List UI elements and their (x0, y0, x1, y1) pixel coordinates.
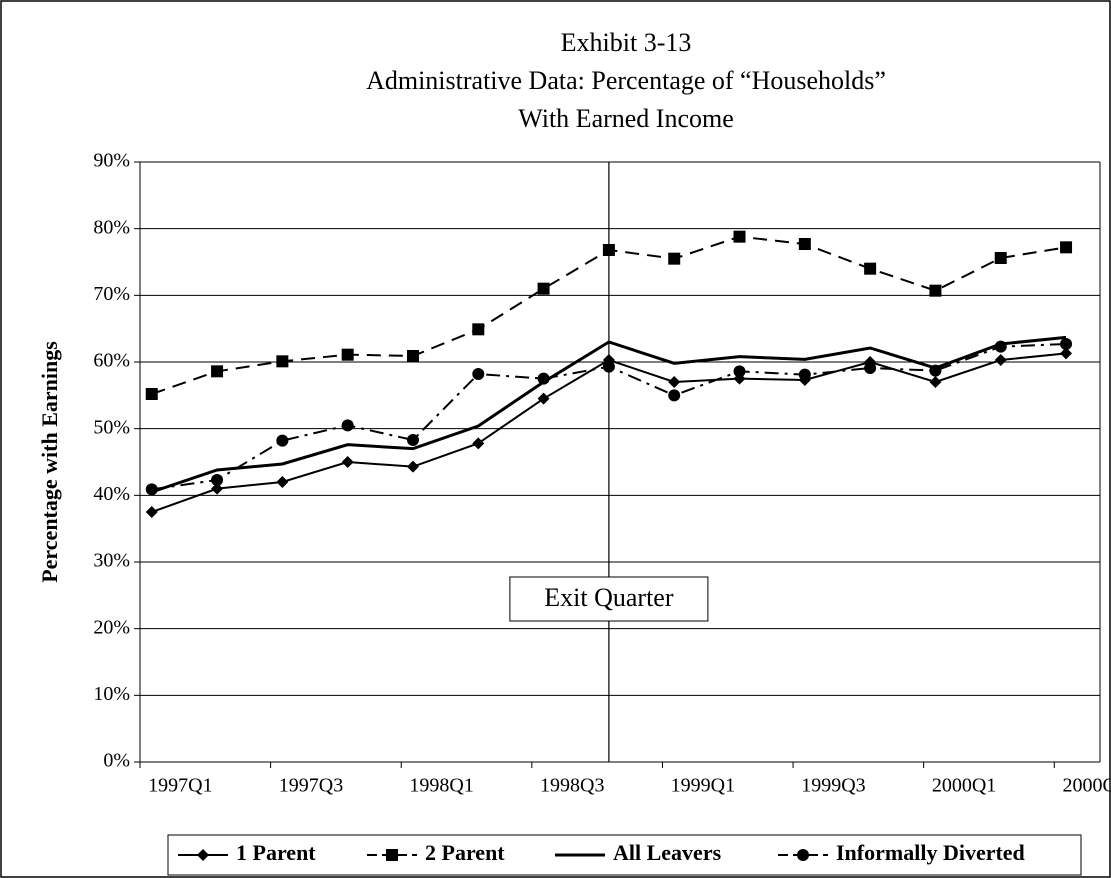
marker (537, 282, 550, 295)
marker (472, 437, 485, 450)
marker (1060, 347, 1073, 360)
x-tick-label: 2000Q3 (1062, 775, 1111, 797)
legend-label: 2 Parent (425, 840, 505, 865)
marker (994, 354, 1007, 366)
chart-title: Administrative Data: Percentage of “Hous… (366, 66, 886, 95)
marker (406, 434, 419, 446)
marker (211, 482, 224, 495)
marker (733, 230, 746, 243)
series-line (151, 335, 1067, 494)
marker (929, 364, 942, 377)
y-axis-label: Percentage with Earnings (37, 341, 62, 583)
marker (602, 244, 615, 256)
marker (929, 376, 942, 388)
marker (537, 392, 550, 405)
marker (341, 419, 354, 432)
marker (211, 474, 224, 486)
marker (145, 483, 158, 496)
marker (929, 284, 942, 297)
marker (276, 476, 289, 488)
x-tick-label: 1999Q3 (801, 775, 865, 797)
marker (994, 340, 1007, 353)
annotation-box (509, 576, 709, 622)
y-tick-label: 50% (93, 416, 130, 438)
y-tick-label: 30% (93, 550, 130, 572)
marker (276, 434, 289, 447)
x-tick-label: 1997Q3 (279, 775, 343, 797)
marker (668, 376, 681, 388)
marker (798, 368, 811, 381)
y-tick-label: 20% (93, 616, 130, 638)
marker (472, 323, 485, 336)
annotation: Exit Quarter (544, 583, 674, 612)
marker (1060, 241, 1073, 254)
marker (733, 365, 746, 378)
y-tick-label: 60% (93, 350, 130, 372)
marker (341, 348, 354, 361)
marker (211, 365, 224, 378)
x-tick-label: 1998Q1 (409, 775, 473, 797)
marker (472, 368, 485, 380)
marker (797, 849, 809, 861)
y-tick-label: 0% (103, 750, 130, 772)
marker (145, 506, 158, 518)
x-tick-label: 1998Q3 (540, 775, 604, 797)
marker (145, 388, 158, 400)
chart-title: Exhibit 3-13 (561, 28, 692, 57)
marker (276, 355, 289, 368)
legend-label: 1 Parent (236, 840, 316, 865)
marker (386, 849, 398, 861)
marker (864, 362, 877, 374)
legend-box (167, 834, 1082, 876)
marker (197, 849, 209, 861)
marker (537, 372, 550, 385)
marker (341, 456, 354, 468)
marker (602, 360, 615, 373)
x-tick-label: 1997Q1 (148, 775, 212, 797)
y-tick-label: 80% (93, 216, 130, 238)
legend-label: All Leavers (613, 840, 722, 865)
y-tick-label: 70% (93, 283, 130, 305)
marker (668, 389, 681, 402)
x-tick-label: 1999Q1 (671, 775, 735, 797)
marker (798, 238, 811, 250)
y-tick-label: 10% (93, 683, 130, 705)
y-tick-label: 90% (93, 150, 130, 172)
marker (406, 350, 419, 362)
marker (994, 252, 1007, 264)
x-tick-label: 2000Q1 (932, 775, 996, 797)
y-tick-label: 40% (93, 483, 130, 505)
marker (668, 252, 681, 265)
marker (406, 460, 419, 473)
legend-label: Informally Diverted (836, 840, 1025, 865)
chart-title: With Earned Income (518, 104, 734, 133)
marker (1060, 338, 1073, 350)
marker (864, 262, 877, 275)
